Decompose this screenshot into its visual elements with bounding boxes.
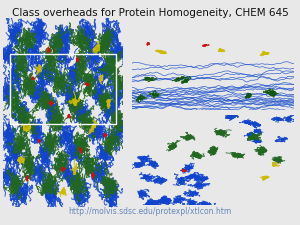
Text: Class overheads for Protein Homogeneity, CHEM 645: Class overheads for Protein Homogeneity,… <box>12 8 288 18</box>
Bar <box>10 54 116 124</box>
Text: http://molvis.sdsc.edu/protexpl/xtlcon.htm: http://molvis.sdsc.edu/protexpl/xtlcon.h… <box>68 207 232 216</box>
